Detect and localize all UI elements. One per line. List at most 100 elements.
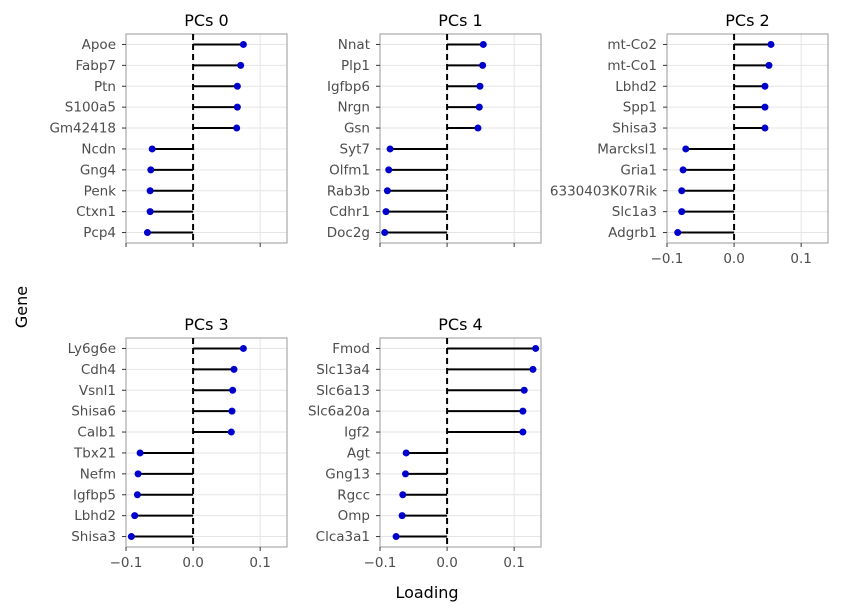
point-5 xyxy=(402,449,410,457)
panel-1: PCs 1 Nnat Plp1 Igfbp6 Nrgn Gsn Syt7 Olfm1 Rab3b… xyxy=(327,11,542,247)
gene-label: Rab3b xyxy=(327,183,370,199)
point-1 xyxy=(479,61,487,69)
x-axis-title: Loading xyxy=(395,583,458,602)
point-2 xyxy=(229,386,237,394)
gene-label: Penk xyxy=(84,183,117,199)
x-tick-label: 0.1 xyxy=(249,555,270,571)
point-9 xyxy=(143,229,151,237)
point-3 xyxy=(475,103,483,111)
gene-label: Lbhd2 xyxy=(74,508,116,524)
panel-frame xyxy=(379,337,542,548)
gene-label: Vsnl1 xyxy=(79,383,116,399)
gene-label: Ncdn xyxy=(81,141,116,157)
gene-label: Slc6a13 xyxy=(316,383,370,399)
panel-2: PCs 2 mt-Co2 mt-Co1 Lbhd2 Spp1 Shisa3 Marcksl1… xyxy=(550,11,829,267)
point-3 xyxy=(519,407,527,415)
point-5 xyxy=(682,145,690,153)
x-tick-label: −0.1 xyxy=(651,251,684,267)
gene-label: Apoe xyxy=(82,37,116,53)
gene-label: Omp xyxy=(338,508,370,524)
point-7 xyxy=(383,187,391,195)
point-9 xyxy=(127,533,135,541)
gene-label: Doc2g xyxy=(327,225,370,241)
gene-label: Olfm1 xyxy=(329,162,370,178)
point-8 xyxy=(131,512,139,520)
point-8 xyxy=(678,208,686,216)
x-tick-label: 0.0 xyxy=(182,555,203,571)
panel-frame xyxy=(125,337,288,548)
gene-label: Cdh4 xyxy=(81,362,116,378)
gene-label: S100a5 xyxy=(65,100,116,116)
point-0 xyxy=(239,344,247,352)
point-9 xyxy=(392,533,400,541)
panel-frame xyxy=(379,33,542,244)
gene-label: Gria1 xyxy=(620,162,657,178)
gene-label: Slc13a4 xyxy=(316,362,370,378)
point-2 xyxy=(476,82,484,90)
point-6 xyxy=(401,470,409,478)
gene-label: Lbhd2 xyxy=(615,79,657,95)
point-3 xyxy=(761,103,769,111)
gene-label: Shisa3 xyxy=(71,529,116,545)
panel-title: PCs 3 xyxy=(184,315,228,334)
point-0 xyxy=(239,40,247,48)
point-7 xyxy=(146,187,154,195)
gene-label: Fabp7 xyxy=(75,58,116,74)
x-tick-label: −0.1 xyxy=(110,555,143,571)
point-3 xyxy=(233,103,241,111)
point-7 xyxy=(678,187,686,195)
gene-label: Plp1 xyxy=(341,58,370,74)
point-0 xyxy=(479,40,487,48)
panels-layer: PCs 0 Apoe Fabp7 Ptn S100a5 Gm42418 Ncdn Gng4 Pe… xyxy=(49,11,829,571)
gene-label: mt-Co1 xyxy=(607,58,657,74)
point-4 xyxy=(227,428,235,436)
gene-label: Adgrb1 xyxy=(608,225,657,241)
gene-label: Marcksl1 xyxy=(597,141,657,157)
panel-3: PCs 3 Ly6g6e Cdh4 Vsnl1 Shisa6 Calb1 Tbx21 Nefm… xyxy=(68,315,288,571)
panel-title: PCs 4 xyxy=(438,315,482,334)
point-6 xyxy=(679,166,687,174)
gene-label: Shisa6 xyxy=(71,404,116,420)
point-6 xyxy=(134,470,142,478)
point-9 xyxy=(674,229,682,237)
gene-label: Syt7 xyxy=(340,141,370,157)
point-5 xyxy=(148,145,156,153)
gene-label: Ptn xyxy=(94,79,116,95)
gene-label: Calb1 xyxy=(77,425,116,441)
point-1 xyxy=(765,61,773,69)
gene-label: Nrgn xyxy=(337,100,370,116)
point-4 xyxy=(761,124,769,132)
x-tick-label: 0.0 xyxy=(436,555,457,571)
point-6 xyxy=(147,166,155,174)
y-axis-title: Gene xyxy=(12,286,31,328)
point-7 xyxy=(399,491,407,499)
gene-label: Nnat xyxy=(338,37,370,53)
x-tick-label: 0.1 xyxy=(503,555,524,571)
point-1 xyxy=(230,365,238,373)
point-4 xyxy=(474,124,482,132)
gene-label: Shisa3 xyxy=(612,121,657,137)
point-2 xyxy=(520,386,528,394)
gene-label: Slc1a3 xyxy=(612,204,657,220)
gene-label: Ctxn1 xyxy=(76,204,116,220)
point-8 xyxy=(146,208,154,216)
panel-0: PCs 0 Apoe Fabp7 Ptn S100a5 Gm42418 Ncdn Gng4 Pe… xyxy=(49,11,288,247)
panel-frame xyxy=(666,33,829,244)
point-8 xyxy=(382,208,390,216)
gene-label: 6330403K07Rik xyxy=(550,183,657,199)
gene-label: Igfbp5 xyxy=(73,487,116,503)
gene-label: Rgcc xyxy=(337,487,370,503)
gene-label: Pcp4 xyxy=(83,225,116,241)
x-tick-label: 0.1 xyxy=(790,251,811,267)
gene-label: Ly6g6e xyxy=(68,341,116,357)
gene-label: Nefm xyxy=(80,466,116,482)
point-2 xyxy=(233,82,241,90)
gene-label: Igfbp6 xyxy=(327,79,370,95)
point-4 xyxy=(519,428,527,436)
gene-label: Gsn xyxy=(344,121,370,137)
point-2 xyxy=(761,82,769,90)
panel-title: PCs 2 xyxy=(725,11,769,30)
panel-title: PCs 1 xyxy=(438,11,482,30)
point-5 xyxy=(386,145,394,153)
